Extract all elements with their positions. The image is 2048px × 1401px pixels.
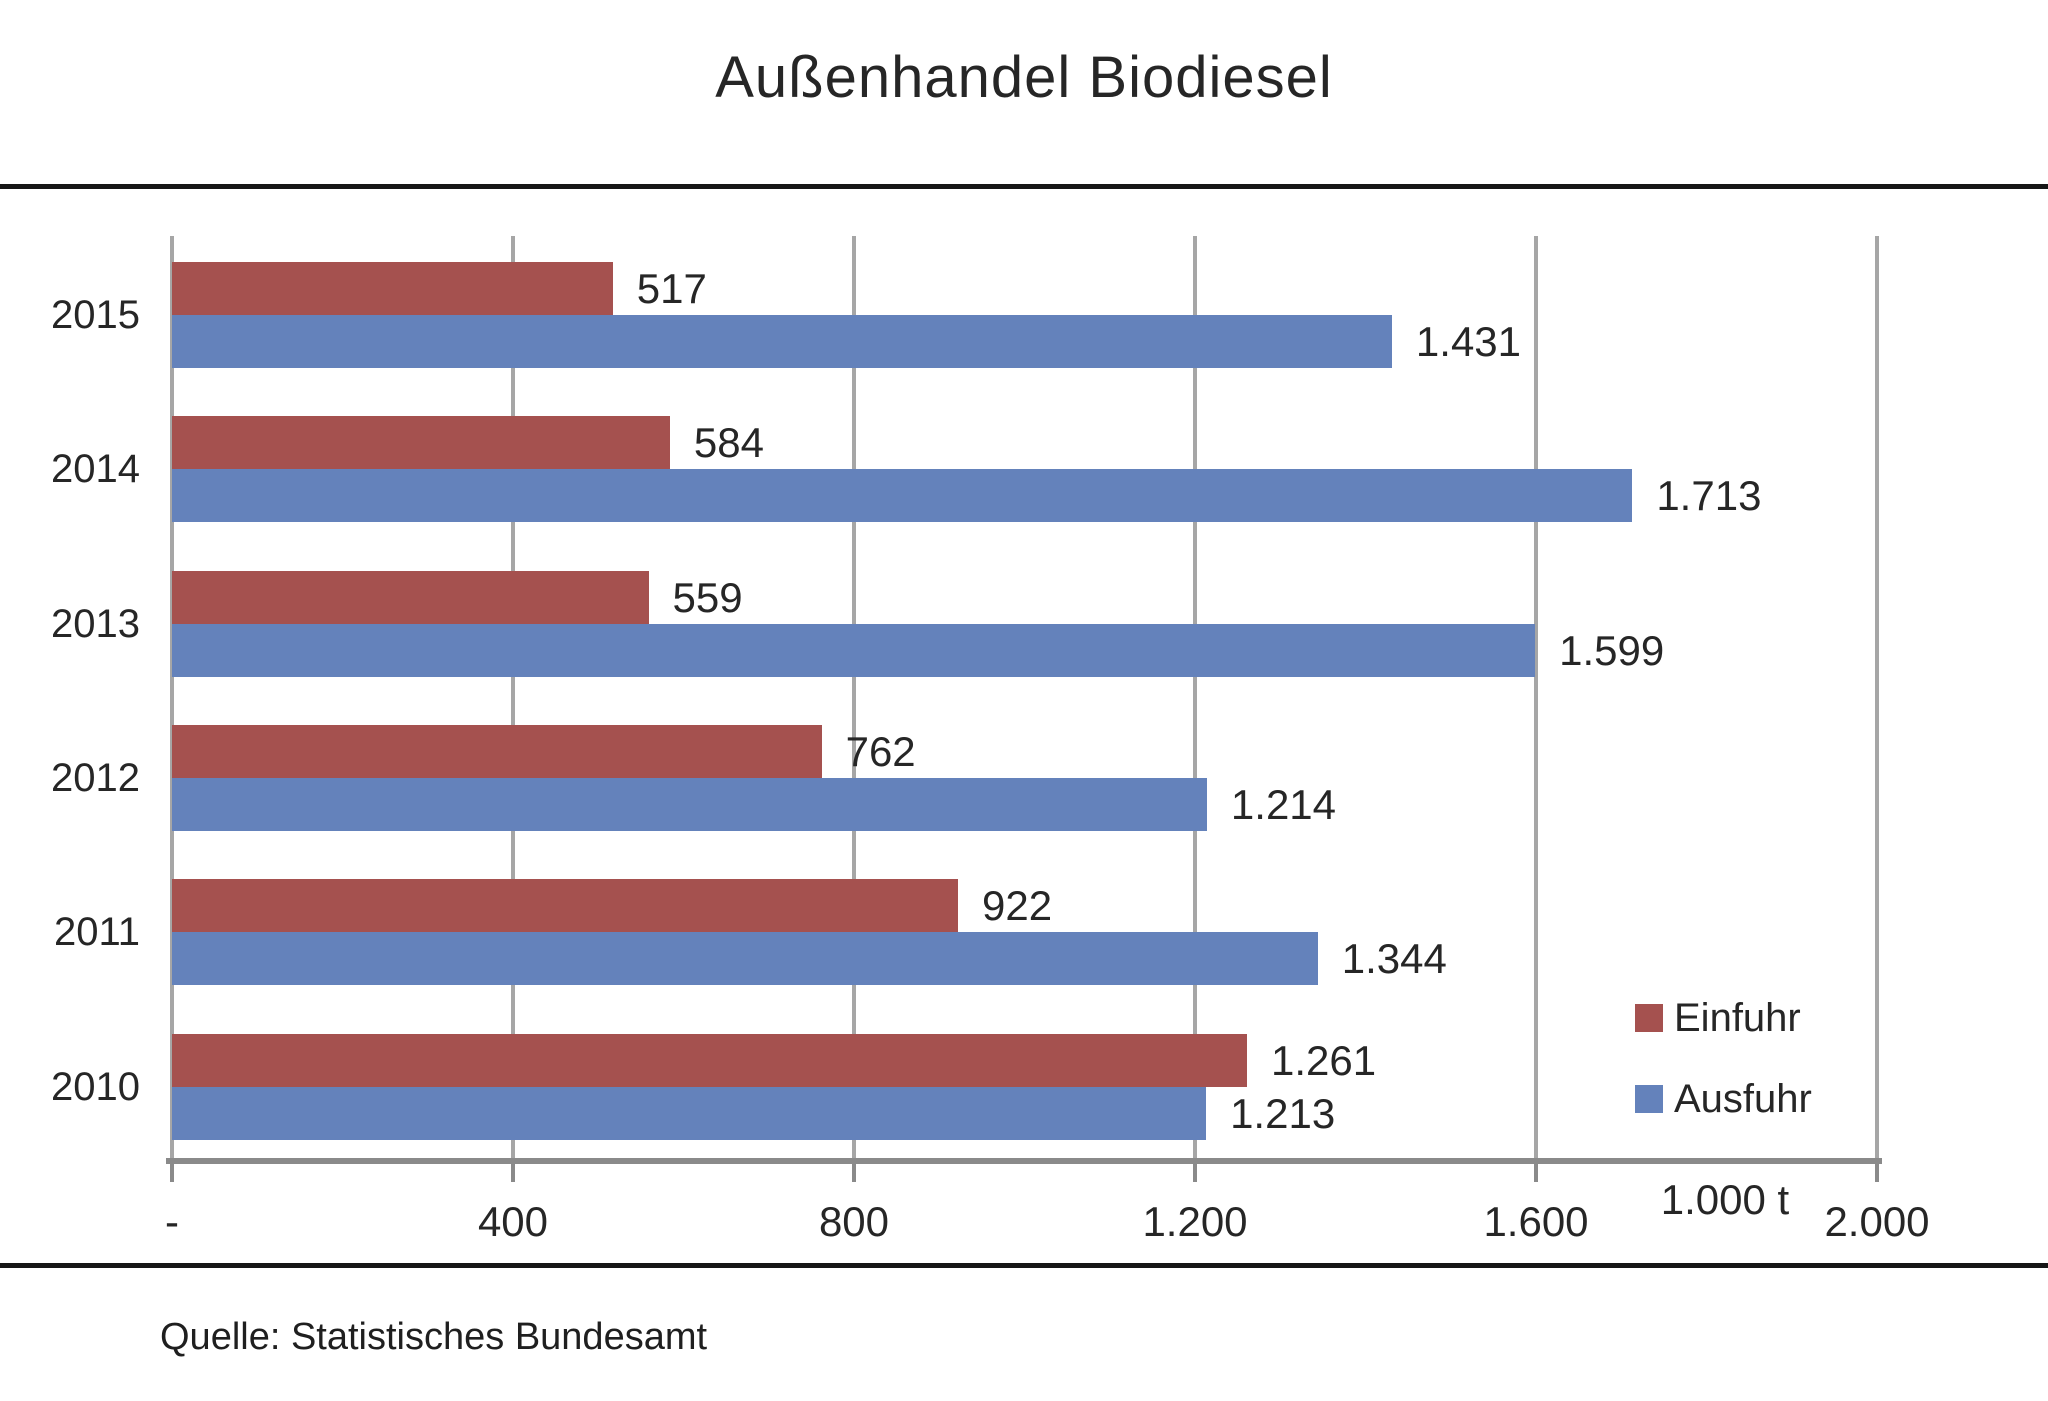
x-tick-1200 bbox=[1193, 1158, 1197, 1182]
x-tick-1600 bbox=[1534, 1158, 1538, 1182]
y-axis-label-2013: 2013 bbox=[51, 601, 140, 646]
bottom-divider bbox=[0, 1263, 2048, 1268]
x-tick-label-2000: 2.000 bbox=[1824, 1198, 1930, 1245]
bar-einfuhr-2013 bbox=[172, 570, 649, 624]
bar-einfuhr-2014 bbox=[172, 416, 670, 470]
bar-ausfuhr-2012 bbox=[172, 778, 1207, 831]
bar-value-einfuhr-2013: 559 bbox=[672, 573, 743, 621]
source-caption: Quelle: Statistisches Bundesamt bbox=[160, 1316, 708, 1358]
gridline-2000 bbox=[1875, 236, 1879, 1162]
legend-label-ausfuhr: Ausfuhr bbox=[1674, 1076, 1812, 1121]
x-tick-400 bbox=[511, 1158, 515, 1182]
bar-ausfuhr-2014 bbox=[172, 469, 1633, 523]
legend-label-einfuhr: Einfuhr bbox=[1674, 995, 1801, 1040]
bar-einfuhr-2011 bbox=[172, 879, 958, 933]
y-axis-label-2010: 2010 bbox=[51, 1064, 140, 1109]
bar-value-einfuhr-2010: 1.261 bbox=[1271, 1036, 1377, 1084]
legend-item-ausfuhr: Ausfuhr bbox=[1635, 1077, 1812, 1121]
top-divider bbox=[0, 184, 2048, 189]
bar-einfuhr-2012 bbox=[172, 725, 822, 778]
bar-value-einfuhr-2014: 584 bbox=[693, 419, 764, 467]
legend: Einfuhr Ausfuhr bbox=[1635, 996, 1812, 1164]
y-axis-label-2011: 2011 bbox=[53, 910, 140, 955]
bar-ausfuhr-2015 bbox=[172, 315, 1392, 368]
gridline-0 bbox=[170, 236, 174, 1162]
bar-value-einfuhr-2012: 762 bbox=[845, 728, 916, 775]
bar-value-ausfuhr-2013: 1.599 bbox=[1559, 626, 1665, 674]
bar-ausfuhr-2010 bbox=[172, 1086, 1207, 1140]
bar-value-ausfuhr-2015: 1.431 bbox=[1415, 318, 1522, 365]
gridline-1200 bbox=[1193, 236, 1197, 1162]
bar-value-einfuhr-2011: 922 bbox=[982, 882, 1053, 930]
legend-item-einfuhr: Einfuhr bbox=[1635, 996, 1812, 1040]
bar-einfuhr-2015 bbox=[172, 262, 613, 315]
chart-title: Außenhandel Biodiesel bbox=[715, 45, 1333, 110]
ausfuhr-color-swatch bbox=[1635, 1085, 1663, 1113]
plot-area: 517 1.431 584 1.713 559 1.599 762 1.214 922 1.344… bbox=[170, 236, 1879, 1162]
bar-value-ausfuhr-2010: 1.213 bbox=[1230, 1089, 1336, 1137]
x-tick-label-400: 400 bbox=[477, 1198, 549, 1245]
gridline-1600 bbox=[1534, 236, 1538, 1162]
x-tick-label-800: 800 bbox=[818, 1198, 890, 1245]
bar-value-ausfuhr-2012: 1.214 bbox=[1230, 781, 1337, 828]
x-tick-label-0: - bbox=[165, 1198, 179, 1245]
x-tick-label-1200: 1.200 bbox=[1142, 1198, 1248, 1245]
x-tick-800 bbox=[852, 1158, 856, 1182]
x-tick-2000 bbox=[1875, 1158, 1879, 1182]
bar-ausfuhr-2011 bbox=[172, 932, 1318, 986]
x-axis-line bbox=[166, 1158, 1882, 1164]
y-axis-label-2015: 2015 bbox=[51, 293, 140, 337]
y-axis-label-2012: 2012 bbox=[51, 756, 140, 800]
x-tick-0 bbox=[170, 1158, 174, 1182]
x-tick-label-1600: 1.600 bbox=[1483, 1198, 1589, 1245]
bar-value-ausfuhr-2014: 1.713 bbox=[1656, 472, 1762, 520]
bar-value-ausfuhr-2011: 1.344 bbox=[1341, 935, 1447, 983]
gridline-400 bbox=[511, 236, 515, 1162]
gridline-800 bbox=[852, 236, 856, 1162]
bar-einfuhr-2010 bbox=[172, 1033, 1247, 1087]
y-axis-label-2014: 2014 bbox=[51, 447, 140, 492]
einfuhr-color-swatch bbox=[1635, 1004, 1663, 1032]
bar-value-einfuhr-2015: 517 bbox=[636, 265, 707, 312]
axis-unit-label: 1.000 t bbox=[1660, 1176, 1790, 1223]
bar-ausfuhr-2013 bbox=[172, 623, 1536, 677]
